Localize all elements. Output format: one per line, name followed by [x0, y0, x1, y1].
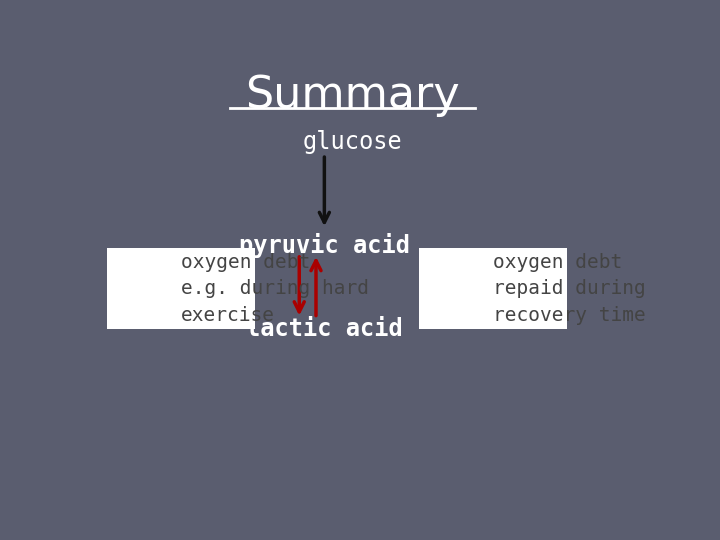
FancyBboxPatch shape	[419, 248, 567, 329]
Text: Summary: Summary	[245, 75, 459, 118]
FancyBboxPatch shape	[107, 248, 255, 329]
Text: oxygen debt
e.g. during hard
exercise: oxygen debt e.g. during hard exercise	[181, 253, 369, 325]
Text: glucose: glucose	[302, 130, 402, 154]
Text: lactic acid: lactic acid	[246, 317, 402, 341]
Text: pyruvic acid: pyruvic acid	[239, 233, 410, 258]
Text: oxygen debt
repaid during
recovery time: oxygen debt repaid during recovery time	[493, 253, 646, 325]
